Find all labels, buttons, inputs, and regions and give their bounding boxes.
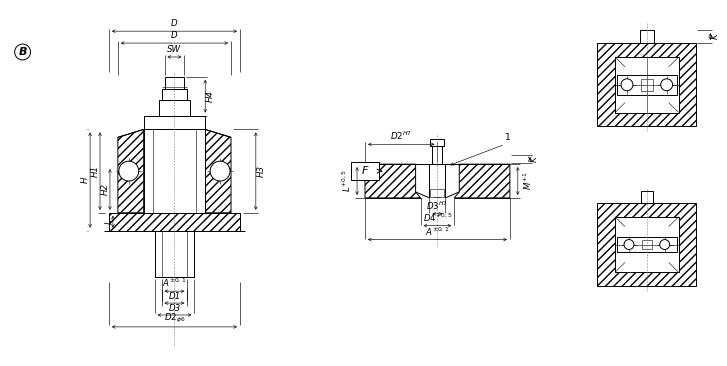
Text: $D2^{H7}$: $D2^{H7}$ — [390, 130, 412, 142]
Bar — [617, 236, 677, 253]
Text: H1: H1 — [91, 165, 100, 177]
Text: $D3^{H7}$: $D3^{H7}$ — [427, 199, 449, 212]
Bar — [164, 77, 185, 89]
Text: D1: D1 — [169, 292, 180, 301]
Text: D: D — [171, 31, 178, 40]
Bar — [597, 43, 696, 126]
Bar — [144, 116, 205, 130]
Text: L: L — [105, 219, 113, 224]
Bar — [597, 203, 696, 286]
Text: H: H — [81, 177, 89, 183]
Bar — [109, 213, 240, 231]
Circle shape — [661, 79, 672, 91]
Text: $L^{+0,5}$: $L^{+0,5}$ — [341, 169, 353, 193]
Bar — [433, 146, 443, 164]
Text: $M^{+1}$: $M^{+1}$ — [521, 172, 534, 190]
Bar — [641, 79, 653, 91]
Bar — [430, 189, 444, 197]
Text: F: F — [362, 166, 368, 176]
Bar — [617, 75, 677, 95]
Text: K: K — [711, 34, 720, 40]
Bar — [158, 100, 190, 116]
Polygon shape — [205, 130, 231, 213]
Text: H4: H4 — [206, 90, 214, 102]
Bar — [161, 89, 188, 100]
Text: H3: H3 — [257, 165, 265, 177]
Text: $A^{\pm0,1}$: $A^{\pm0,1}$ — [162, 277, 187, 289]
Bar — [641, 191, 653, 203]
Circle shape — [624, 240, 634, 250]
Text: B: B — [18, 47, 27, 57]
Text: $A^{\pm0,1}$: $A^{\pm0,1}$ — [425, 225, 449, 238]
Polygon shape — [454, 164, 510, 198]
Circle shape — [119, 161, 139, 181]
Text: D3: D3 — [169, 304, 180, 313]
Text: SW: SW — [167, 45, 182, 54]
Polygon shape — [118, 130, 144, 213]
Text: $D4^{+0,5}$: $D4^{+0,5}$ — [422, 211, 452, 224]
Circle shape — [210, 161, 230, 181]
Bar — [640, 30, 654, 43]
Bar — [351, 162, 379, 180]
Circle shape — [659, 240, 670, 250]
Bar — [642, 240, 652, 250]
Polygon shape — [365, 164, 420, 198]
Bar — [155, 231, 194, 277]
Circle shape — [621, 79, 633, 91]
Bar — [430, 139, 444, 146]
Bar — [144, 130, 205, 213]
Text: H2: H2 — [100, 183, 110, 195]
Text: K: K — [530, 156, 539, 162]
Circle shape — [15, 44, 31, 60]
Text: D: D — [171, 19, 178, 28]
Bar — [615, 57, 678, 112]
Text: 1: 1 — [505, 133, 511, 142]
Text: $D2_{\phi6}$: $D2_{\phi6}$ — [164, 312, 185, 325]
Bar — [615, 217, 678, 272]
